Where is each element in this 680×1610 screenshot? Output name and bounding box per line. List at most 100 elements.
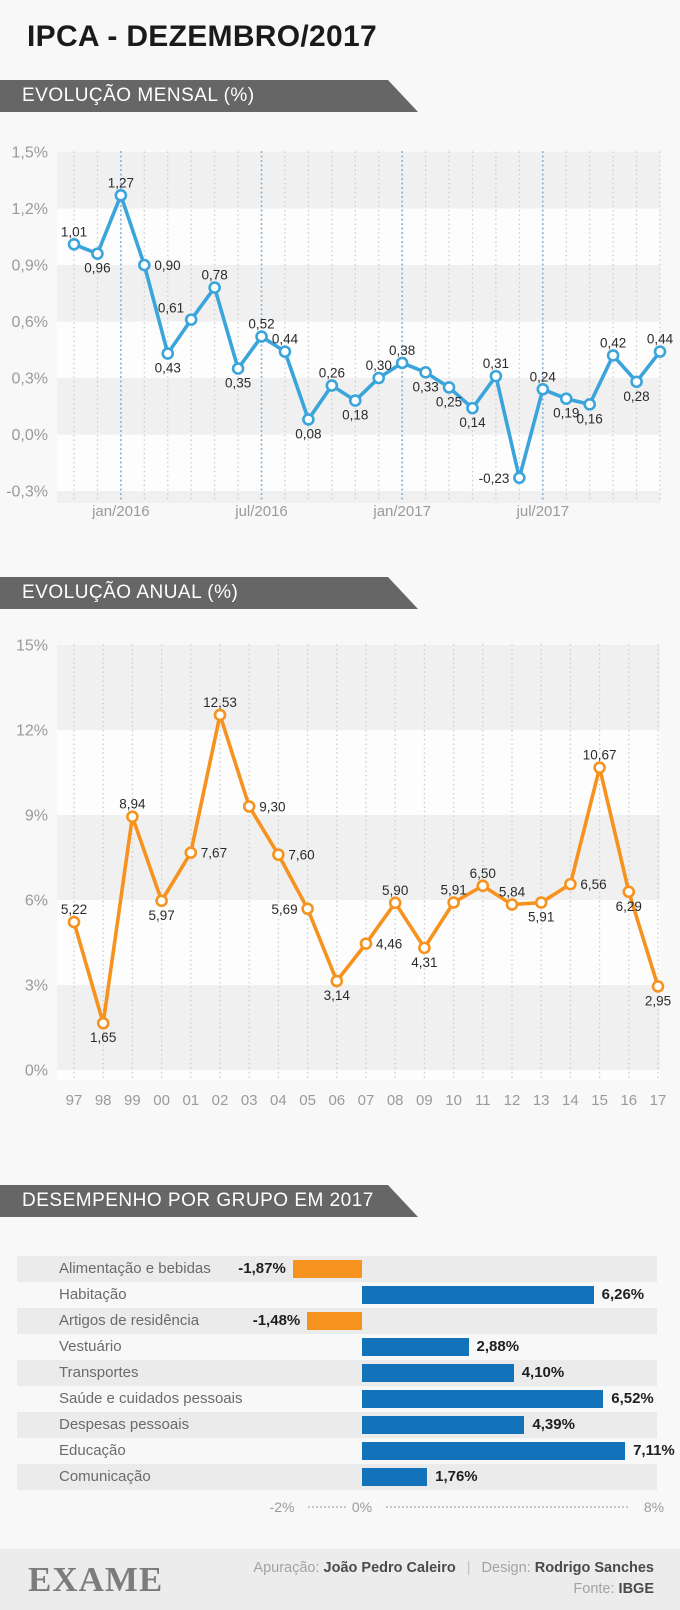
section-banner-monthly: EVOLUÇÃO MENSAL (%) <box>0 80 418 112</box>
group-value: 4,10% <box>521 1364 565 1381</box>
svg-text:13: 13 <box>533 1092 550 1109</box>
svg-text:16: 16 <box>620 1092 637 1109</box>
svg-text:03: 03 <box>241 1092 258 1109</box>
svg-text:5,97: 5,97 <box>148 908 174 923</box>
svg-text:0,44: 0,44 <box>647 332 674 347</box>
svg-text:01: 01 <box>182 1092 199 1109</box>
axis-label-max: 8% <box>643 1499 665 1515</box>
svg-text:5,69: 5,69 <box>271 902 297 917</box>
group-value: 7,11% <box>633 1442 675 1459</box>
svg-text:10,67: 10,67 <box>583 748 617 763</box>
group-category-label: Educação <box>59 1442 126 1459</box>
svg-text:0,52: 0,52 <box>248 317 274 332</box>
group-bar <box>307 1312 362 1330</box>
svg-text:0,25: 0,25 <box>436 394 462 409</box>
group-row: Saúde e cuidados pessoais 6,52% <box>17 1386 657 1412</box>
svg-text:05: 05 <box>299 1092 316 1109</box>
svg-text:0,6%: 0,6% <box>12 314 48 331</box>
group-row: Vestuário 2,88% <box>17 1334 657 1360</box>
svg-text:0,42: 0,42 <box>600 335 626 350</box>
page-title: IPCA - DEZEMBRO/2017 <box>27 20 377 53</box>
svg-text:0,90: 0,90 <box>154 258 180 273</box>
credits-line-2: Fonte: IBGE <box>253 1579 654 1600</box>
svg-text:1,65: 1,65 <box>90 1030 116 1045</box>
svg-text:5,90: 5,90 <box>382 883 408 898</box>
svg-text:14: 14 <box>562 1092 579 1109</box>
svg-text:5,84: 5,84 <box>499 885 526 900</box>
svg-text:6,56: 6,56 <box>580 877 606 892</box>
axis-label-zero: 0% <box>351 1499 373 1515</box>
group-category-label: Alimentação e bebidas <box>59 1260 211 1277</box>
svg-text:0,3%: 0,3% <box>12 370 48 387</box>
annual-evolution-line-chart: 15% 12% 9% 6% 3% 0% 97 98 99 00 01 02 03 04 05 06 07 08 09… <box>16 638 671 1109</box>
group-category-label: Despesas pessoais <box>59 1416 190 1433</box>
svg-text:8,94: 8,94 <box>119 797 146 812</box>
svg-text:jul/2016: jul/2016 <box>234 503 288 520</box>
svg-text:jan/2016: jan/2016 <box>91 503 150 520</box>
group-value: -1,48% <box>252 1312 301 1329</box>
exame-logo: EXAME <box>28 1560 164 1599</box>
svg-text:0,78: 0,78 <box>201 268 227 283</box>
group-value: 1,76% <box>435 1468 478 1485</box>
group-row: Comunicação 1,76% <box>17 1464 657 1490</box>
svg-text:0,38: 0,38 <box>389 343 415 358</box>
design-value: Rodrigo Sanches <box>534 1560 654 1576</box>
svg-text:15%: 15% <box>16 638 48 655</box>
groups-bar-axis: -2% 0% 8% <box>0 1496 680 1518</box>
credits-separator: | <box>466 1560 471 1576</box>
section-banner-annual: EVOLUÇÃO ANUAL (%) <box>0 577 418 609</box>
svg-text:0,16: 0,16 <box>577 411 603 426</box>
svg-text:0,26: 0,26 <box>319 366 345 381</box>
group-bar <box>362 1442 626 1460</box>
svg-text:11: 11 <box>475 1092 491 1109</box>
svg-text:0,31: 0,31 <box>483 356 509 371</box>
svg-text:17: 17 <box>650 1092 667 1109</box>
group-category-label: Transportes <box>59 1364 139 1381</box>
design-label: Design: <box>481 1560 531 1576</box>
svg-text:0,08: 0,08 <box>295 426 321 441</box>
svg-text:3,14: 3,14 <box>324 988 351 1003</box>
svg-text:0,14: 0,14 <box>459 415 486 430</box>
svg-text:0,96: 0,96 <box>84 261 110 276</box>
svg-text:6%: 6% <box>25 892 48 909</box>
group-bar <box>362 1390 604 1408</box>
svg-text:0,0%: 0,0% <box>12 427 48 444</box>
group-bar <box>362 1364 514 1382</box>
group-category-label: Habitação <box>59 1286 127 1303</box>
svg-text:12,53: 12,53 <box>203 695 237 710</box>
monthly-evolution-line-chart: 1,5% 1,2% 0,9% 0,6% 0,3% 0,0% -0,3% jan/2016 jul… <box>6 145 674 520</box>
fonte-label: Fonte: <box>573 1581 615 1597</box>
svg-text:6,50: 6,50 <box>470 866 496 881</box>
svg-text:7,60: 7,60 <box>288 848 314 863</box>
svg-text:4,46: 4,46 <box>376 937 402 952</box>
svg-text:1,2%: 1,2% <box>12 201 48 218</box>
svg-text:9,30: 9,30 <box>259 799 285 814</box>
svg-text:5,22: 5,22 <box>61 902 87 917</box>
axis-label-min: -2% <box>269 1499 295 1515</box>
group-bar <box>292 1260 362 1278</box>
group-value: -1,87% <box>238 1260 286 1277</box>
footer: EXAME Apuração: João Pedro Caleiro | Des… <box>0 1549 680 1610</box>
credits: Apuração: João Pedro Caleiro | Design: R… <box>253 1558 654 1600</box>
group-bar <box>362 1286 594 1304</box>
group-bar <box>362 1338 469 1356</box>
svg-text:12: 12 <box>504 1092 521 1109</box>
svg-text:97: 97 <box>66 1092 83 1109</box>
svg-text:-0,3%: -0,3% <box>6 483 48 500</box>
group-category-label: Vestuário <box>59 1338 122 1355</box>
svg-text:9%: 9% <box>25 807 48 824</box>
svg-text:0%: 0% <box>25 1062 48 1079</box>
group-bar <box>362 1416 525 1434</box>
svg-text:99: 99 <box>124 1092 141 1109</box>
svg-text:08: 08 <box>387 1092 404 1109</box>
svg-text:6,29: 6,29 <box>616 899 642 914</box>
svg-text:5,91: 5,91 <box>440 883 466 898</box>
svg-text:1,27: 1,27 <box>108 175 134 190</box>
section-banner-groups: DESEMPENHO POR GRUPO EM 2017 <box>0 1185 418 1217</box>
svg-text:0,24: 0,24 <box>530 369 557 384</box>
svg-text:3%: 3% <box>25 977 48 994</box>
svg-text:15: 15 <box>591 1092 608 1109</box>
svg-text:0,28: 0,28 <box>623 389 649 404</box>
svg-text:0,18: 0,18 <box>342 408 368 423</box>
svg-text:10: 10 <box>445 1092 462 1109</box>
